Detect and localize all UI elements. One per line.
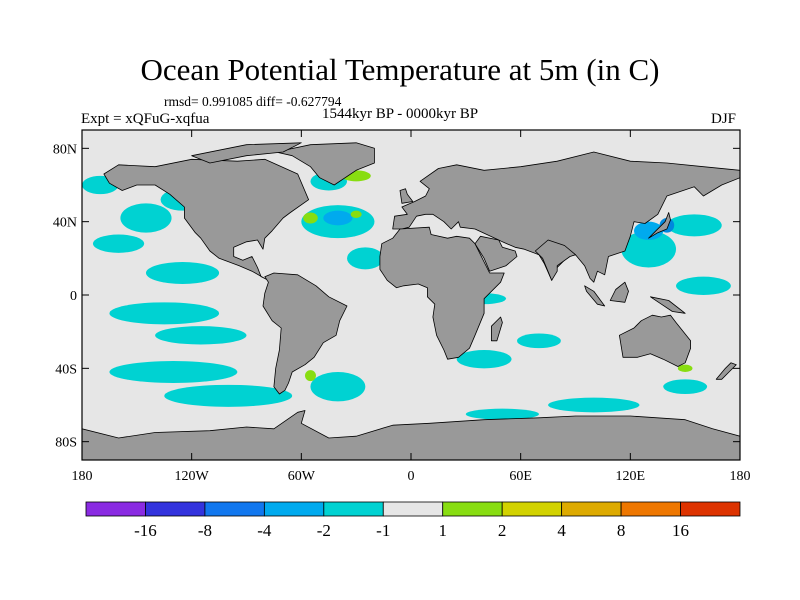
y-tick-label: 80N bbox=[53, 142, 77, 157]
anomaly-patch bbox=[109, 302, 220, 325]
land-africa bbox=[379, 226, 505, 360]
land-eurasia bbox=[392, 151, 740, 283]
anomaly-patch bbox=[323, 210, 353, 226]
colorbar-box bbox=[442, 501, 503, 517]
anomaly-patch bbox=[350, 210, 362, 218]
anomaly-patch bbox=[465, 408, 539, 420]
y-tick-label: 0 bbox=[70, 289, 77, 304]
anomaly-patch bbox=[621, 230, 677, 268]
colorbar-box bbox=[85, 501, 146, 517]
anomaly-patch bbox=[677, 364, 693, 373]
land-madagascar bbox=[491, 316, 503, 342]
colorbar-label: -8 bbox=[198, 521, 212, 540]
y-tick-label: 80S bbox=[55, 436, 77, 451]
land-arctic-islands bbox=[191, 142, 302, 164]
anomaly-patch bbox=[155, 326, 247, 345]
colorbar-box bbox=[501, 501, 563, 517]
colorbar-box bbox=[620, 501, 681, 517]
colorbar-box bbox=[382, 501, 444, 517]
land-arabia bbox=[474, 235, 518, 272]
map-axes: 180 120W 60W 0 60E 120E 180 80N 40N 0 40S 80S bbox=[53, 130, 751, 484]
land-sumatra bbox=[584, 285, 606, 307]
colorbar-label: -2 bbox=[317, 521, 331, 540]
x-tick-label: 60E bbox=[509, 469, 532, 484]
colorbar-label: 16 bbox=[672, 521, 689, 540]
colorbar-label: 2 bbox=[498, 521, 507, 540]
x-tick-label: 120E bbox=[616, 469, 646, 484]
anomaly-patch bbox=[304, 370, 316, 382]
colorbar-box bbox=[561, 501, 622, 517]
colorbar-box bbox=[145, 501, 206, 517]
anomaly-patch bbox=[633, 221, 664, 240]
colorbar-label: -16 bbox=[134, 521, 157, 540]
season-label: DJF bbox=[711, 111, 737, 127]
x-tick-label: 180 bbox=[730, 469, 751, 484]
anomaly-patch bbox=[666, 214, 722, 237]
anomaly-patch bbox=[517, 333, 561, 349]
anomaly-patch bbox=[92, 234, 145, 253]
land-north-america bbox=[103, 158, 309, 281]
colorbar-label: 8 bbox=[617, 521, 626, 540]
plot-title: Ocean Potential Temperature at 5m (in C) bbox=[140, 52, 660, 87]
colorbar-box bbox=[204, 501, 265, 517]
stats-line: rmsd= 0.991085 diff= -0.627794 bbox=[164, 94, 342, 109]
land-india bbox=[534, 239, 576, 281]
colorbar-label: 1 bbox=[438, 521, 447, 540]
experiment-label: Expt = xQFuG-xqfua bbox=[81, 111, 210, 127]
anomaly-patch bbox=[548, 397, 640, 413]
anomaly-patch bbox=[676, 276, 731, 296]
colorbar-label: -1 bbox=[376, 521, 390, 540]
colorbar-box bbox=[263, 501, 325, 517]
x-tick-label: 0 bbox=[408, 469, 415, 484]
y-tick-label: 40S bbox=[55, 362, 77, 377]
x-tick-label: 120W bbox=[175, 469, 210, 484]
anomaly-patch bbox=[109, 361, 238, 383]
anomaly-layer bbox=[82, 170, 731, 420]
x-tick-label: 180 bbox=[72, 469, 93, 484]
y-tick-label: 40N bbox=[53, 216, 77, 231]
x-tick-label: 60W bbox=[288, 469, 316, 484]
anomaly-patch bbox=[303, 212, 318, 224]
land-borneo bbox=[609, 281, 629, 303]
land-antarctica bbox=[82, 410, 740, 460]
colorbar-label: 4 bbox=[557, 521, 566, 540]
anomaly-patch bbox=[456, 350, 512, 369]
land-new-guinea bbox=[650, 296, 686, 314]
anomaly-patch bbox=[145, 262, 220, 284]
land-layer bbox=[82, 142, 740, 460]
colorbar-box bbox=[323, 501, 384, 517]
period-label: 1544kyr BP - 0000kyr BP bbox=[322, 106, 479, 122]
colorbar-label: -4 bbox=[257, 521, 272, 540]
anomaly-patch bbox=[347, 247, 384, 270]
colorbar-box bbox=[680, 501, 741, 517]
land-south-america bbox=[262, 272, 348, 395]
land-greenland bbox=[275, 142, 375, 186]
land-new-zealand bbox=[715, 362, 737, 380]
land-japan bbox=[648, 212, 671, 239]
land-australia bbox=[619, 314, 691, 367]
anomaly-patch bbox=[120, 203, 172, 233]
anomaly-patch bbox=[310, 372, 366, 402]
anomaly-patch bbox=[663, 379, 708, 394]
anomaly-patch bbox=[164, 384, 293, 407]
land-uk bbox=[399, 188, 414, 204]
